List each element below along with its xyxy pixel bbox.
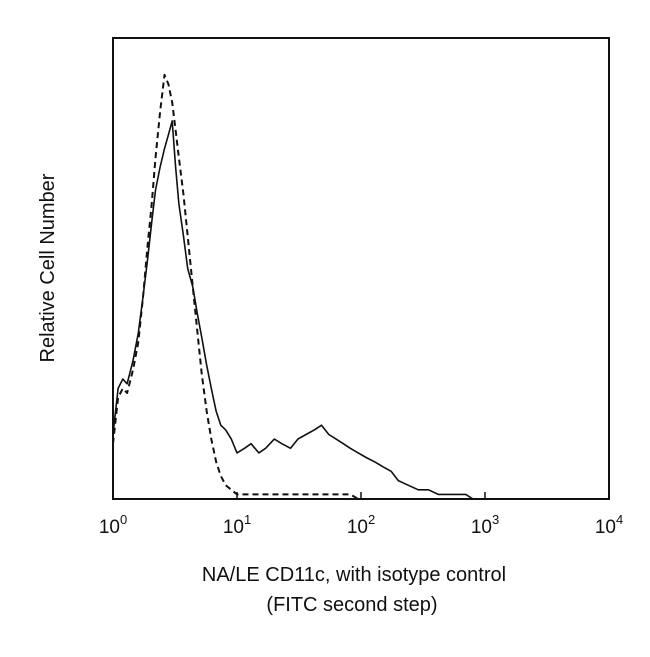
- x-axis-title: NA/LE CD11c, with isotype control: [202, 564, 506, 586]
- y-axis-title: Relative Cell Number: [37, 173, 59, 362]
- x-tick-label: 102: [347, 512, 375, 538]
- x-tick-label: 100: [99, 512, 127, 538]
- isotype-control-dashed-line: [112, 73, 485, 500]
- x-axis-ticks: 100 101 102 103 104: [99, 492, 623, 538]
- x-tick-label: 104: [595, 512, 623, 538]
- x-tick-label: 101: [223, 512, 251, 538]
- x-axis-title-line2: (FITC second step): [266, 594, 437, 616]
- series-layer: [112, 73, 485, 500]
- cd11c-solid-line: [112, 120, 485, 500]
- x-tick-label: 103: [471, 512, 499, 538]
